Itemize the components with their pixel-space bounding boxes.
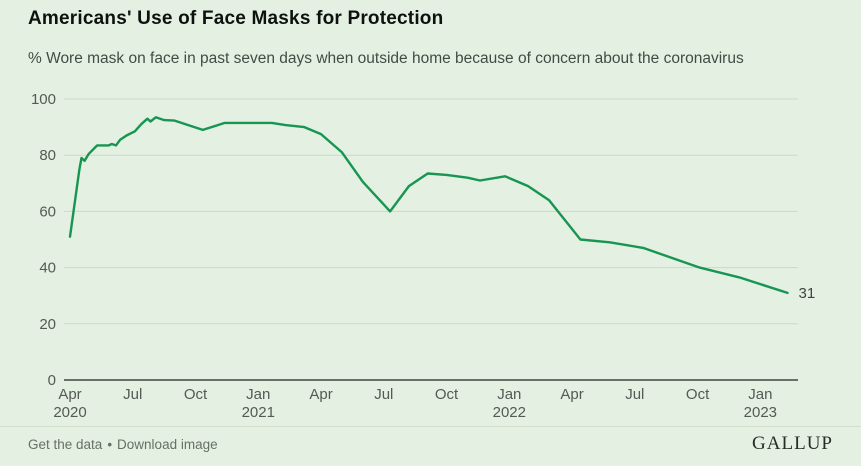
x-axis-label: Jan (748, 386, 772, 403)
end-value-label: 31 (799, 285, 816, 302)
gallup-logo: GALLUP (752, 433, 833, 454)
x-axis-label: Jan (497, 386, 521, 403)
x-axis-label: Apr (309, 386, 332, 403)
y-axis-label: 60 (39, 203, 56, 220)
x-axis-label: Jul (123, 386, 142, 403)
footer-links: Get the data • Download image (28, 437, 218, 452)
y-axis-label: 20 (39, 316, 56, 333)
page-title: Americans' Use of Face Masks for Protect… (28, 8, 444, 29)
series-line (68, 116, 789, 295)
footer-bar: Get the data • Download image GALLUP (0, 426, 861, 466)
x-axis-label: Oct (435, 386, 459, 403)
x-axis-year-label: 2023 (744, 404, 777, 421)
x-axis-label: Jul (374, 386, 393, 403)
get-the-data-link[interactable]: Get the data (28, 437, 103, 452)
x-axis-year-label: 2020 (53, 404, 86, 421)
chart-subtitle: % Wore mask on face in past seven days w… (28, 50, 744, 67)
x-axis-year-label: 2021 (242, 404, 275, 421)
y-axis-label: 0 (48, 372, 56, 389)
x-axis-year-label: 2022 (493, 404, 526, 421)
x-axis-label: Apr (58, 386, 81, 403)
x-axis-label: Jul (625, 386, 644, 403)
y-axis-label: 40 (39, 260, 56, 277)
y-axis-label: 80 (39, 147, 56, 164)
x-axis-label: Apr (560, 386, 583, 403)
x-axis-label: Oct (686, 386, 710, 403)
x-axis-label: Jan (246, 386, 270, 403)
y-axis-label: 100 (31, 91, 56, 108)
x-axis-label: Oct (184, 386, 208, 403)
download-image-link[interactable]: Download image (117, 437, 218, 452)
footer-separator: • (107, 437, 113, 452)
